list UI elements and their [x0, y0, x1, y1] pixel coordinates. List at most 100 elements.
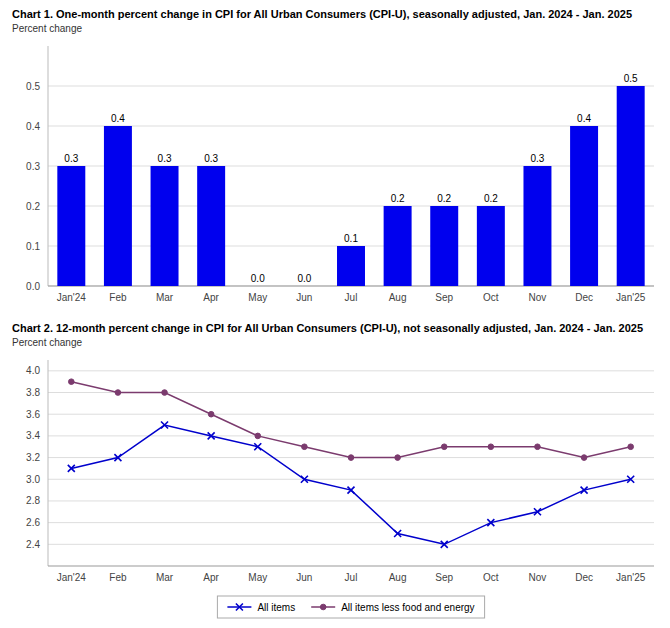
marker-circle — [488, 444, 494, 450]
legend-label: All items less food and energy — [341, 602, 474, 613]
y-tick-label: 2.6 — [26, 517, 40, 528]
title: Chart 1. One-month percent change in CPI… — [12, 8, 632, 20]
marker-x — [581, 487, 588, 494]
marker-x — [394, 530, 401, 537]
marker-x — [534, 508, 541, 515]
grid-line — [48, 166, 654, 167]
x-tick-label: Jan'24 — [57, 572, 87, 583]
data-label: 0.2 — [437, 193, 451, 204]
bar — [151, 166, 179, 286]
marker-circle — [628, 444, 634, 450]
series-line — [71, 425, 630, 544]
x-tick-label: May — [248, 292, 267, 303]
grid-line — [48, 86, 654, 87]
x-tick-label: Jan'25 — [616, 572, 646, 583]
marker-circle — [302, 444, 308, 450]
y-tick-label: 0.0 — [26, 281, 40, 292]
marker-x — [161, 422, 168, 429]
x-tick-label: Jan'25 — [616, 292, 646, 303]
legend-item: All items less food and energy — [311, 602, 474, 613]
y-axis-line — [48, 360, 49, 566]
data-label: 0.4 — [577, 113, 591, 124]
y-tick-label: 2.4 — [26, 539, 40, 550]
chart-1: Chart 2. 12-month percent change in CPI … — [12, 322, 654, 618]
x-tick-label: Jul — [345, 572, 358, 583]
chart-svg: Chart 1. One-month percent change in CPI… — [0, 0, 670, 628]
marker-x — [114, 454, 121, 461]
marker-x — [254, 443, 261, 450]
data-labels: 0.30.40.30.30.00.00.10.20.20.20.30.40.5 — [64, 73, 638, 284]
bar — [290, 286, 318, 287]
marker-circle — [69, 379, 75, 385]
grid-line — [48, 479, 654, 480]
marker-x — [487, 519, 494, 526]
marker-x — [68, 465, 75, 472]
bar — [477, 206, 505, 286]
x-tick-label: Apr — [203, 292, 219, 303]
x-tick-label: Aug — [389, 572, 407, 583]
bar — [57, 166, 85, 286]
y-axis-label: Percent change — [12, 337, 82, 348]
y-tick-label: 0.4 — [26, 121, 40, 132]
y-tick-label: 3.0 — [26, 474, 40, 485]
grid-line — [48, 414, 654, 415]
x-tick-label: Mar — [156, 572, 174, 583]
grid-line — [48, 126, 654, 127]
y-axis-line — [48, 46, 49, 286]
y-tick-label: 3.2 — [26, 452, 40, 463]
data-label: 0.3 — [158, 153, 172, 164]
y-tick-label: 0.5 — [26, 81, 40, 92]
x-tick-label: Dec — [575, 572, 593, 583]
bar — [430, 206, 458, 286]
bar — [337, 246, 365, 286]
background — [0, 0, 670, 628]
marker-circle — [581, 455, 587, 461]
x-tick-label: Feb — [109, 572, 127, 583]
x-tick-label: Sep — [435, 572, 453, 583]
x-tick-label: Nov — [529, 572, 547, 583]
marker-x — [441, 541, 448, 548]
title-line: Chart 2. 12-month percent change in CPI … — [12, 322, 643, 334]
x-tick-label: Jul — [345, 292, 358, 303]
x-tick-label: Dec — [575, 292, 593, 303]
y-tick-label: 0.1 — [26, 241, 40, 252]
legend-box — [217, 596, 484, 618]
grid-line — [48, 522, 654, 523]
x-tick-label: Sep — [435, 292, 453, 303]
legend-label: All items — [257, 602, 295, 613]
y-tick-label: 3.6 — [26, 409, 40, 420]
series-line — [71, 382, 630, 458]
y-tick-label: 2.8 — [26, 495, 40, 506]
x-tick-label: Feb — [109, 292, 127, 303]
marker-circle — [320, 604, 326, 610]
x-tick-label: Mar — [156, 292, 174, 303]
data-label: 0.2 — [484, 193, 498, 204]
title: Chart 2. 12-month percent change in CPI … — [12, 322, 643, 334]
marker-circle — [441, 444, 447, 450]
marks — [68, 379, 634, 548]
y-tick-label: 0.2 — [26, 201, 40, 212]
marker-circle — [208, 411, 214, 417]
data-label: 0.2 — [391, 193, 405, 204]
marker-x — [301, 476, 308, 483]
y-axis-label: Percent change — [12, 23, 82, 34]
x-tick-label: Oct — [483, 292, 499, 303]
bar — [523, 166, 551, 286]
marker-x — [348, 487, 355, 494]
data-label: 0.0 — [297, 273, 311, 284]
legend-item: All items — [227, 602, 295, 613]
grid-line — [48, 206, 654, 207]
marker-x — [208, 432, 215, 439]
data-label: 0.3 — [64, 153, 78, 164]
grid-line — [48, 370, 654, 371]
data-label: 0.3 — [531, 153, 545, 164]
legend: All items All items less food and energy — [217, 596, 484, 618]
marker-circle — [395, 455, 401, 461]
marker-circle — [255, 433, 261, 439]
x-tick-label: Jun — [296, 292, 312, 303]
y-tick-label: 3.8 — [26, 387, 40, 398]
marker-circle — [115, 390, 121, 396]
marker-circle — [162, 390, 168, 396]
title-line: Chart 1. One-month percent change in CPI… — [12, 8, 632, 20]
marker-circle — [535, 444, 541, 450]
